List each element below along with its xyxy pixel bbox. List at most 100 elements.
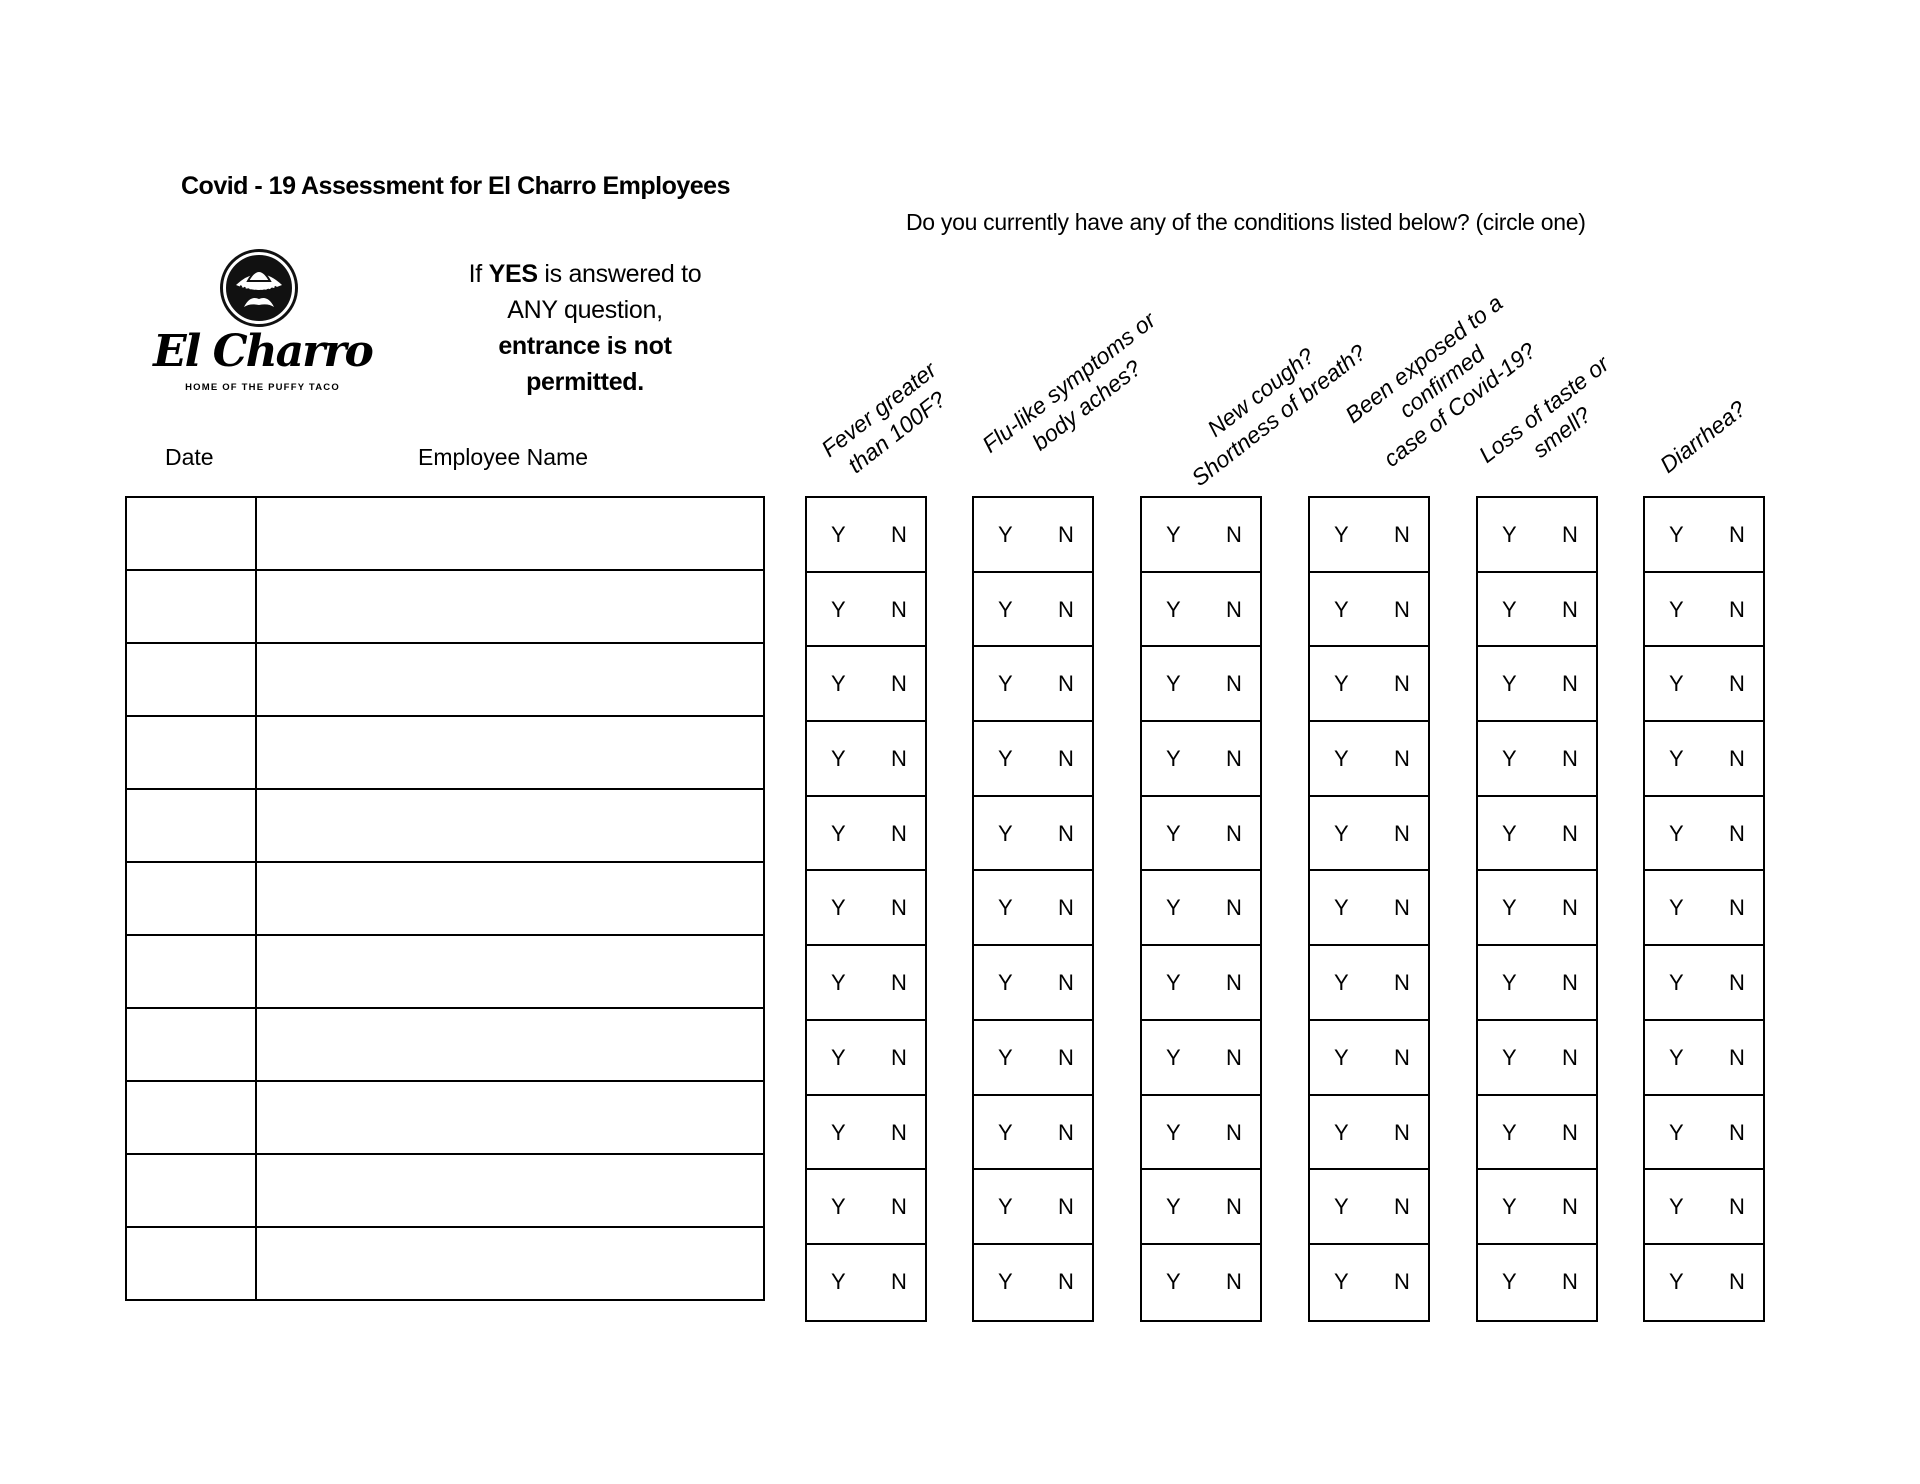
yes-option[interactable]: Y xyxy=(1502,671,1517,697)
yes-option[interactable]: Y xyxy=(998,1194,1013,1220)
employee-name-cell[interactable] xyxy=(255,642,765,717)
no-option[interactable]: N xyxy=(1394,522,1410,547)
no-option[interactable]: N xyxy=(1226,820,1242,846)
date-cell[interactable] xyxy=(125,715,257,790)
yes-option[interactable]: Y xyxy=(1669,820,1684,846)
no-option[interactable]: N xyxy=(1058,970,1074,996)
yes-option[interactable]: Y xyxy=(1334,1268,1349,1294)
yes-option[interactable]: Y xyxy=(998,970,1013,996)
yes-option[interactable]: Y xyxy=(1166,820,1181,846)
yes-option[interactable]: Y xyxy=(1334,1044,1349,1070)
yes-option[interactable]: Y xyxy=(1166,522,1181,547)
yes-option[interactable]: Y xyxy=(998,1044,1013,1070)
no-option[interactable]: N xyxy=(1562,1268,1578,1294)
yes-option[interactable]: Y xyxy=(998,1268,1013,1294)
no-option[interactable]: N xyxy=(1562,522,1578,547)
yes-option[interactable]: Y xyxy=(831,596,846,622)
no-option[interactable]: N xyxy=(1058,895,1074,921)
yes-option[interactable]: Y xyxy=(831,1119,846,1145)
employee-name-cell[interactable] xyxy=(255,569,765,644)
yes-option[interactable]: Y xyxy=(1334,671,1349,697)
no-option[interactable]: N xyxy=(1226,1194,1242,1220)
no-option[interactable]: N xyxy=(1729,895,1745,921)
yes-option[interactable]: Y xyxy=(1502,596,1517,622)
yes-option[interactable]: Y xyxy=(1502,1044,1517,1070)
yes-option[interactable]: Y xyxy=(1669,746,1684,772)
no-option[interactable]: N xyxy=(1394,746,1410,772)
yes-option[interactable]: Y xyxy=(1669,1194,1684,1220)
no-option[interactable]: N xyxy=(891,671,907,697)
no-option[interactable]: N xyxy=(1058,820,1074,846)
no-option[interactable]: N xyxy=(1226,746,1242,772)
yes-option[interactable]: Y xyxy=(1166,895,1181,921)
no-option[interactable]: N xyxy=(891,1044,907,1070)
yes-option[interactable]: Y xyxy=(1502,895,1517,921)
no-option[interactable]: N xyxy=(1729,746,1745,772)
yes-option[interactable]: Y xyxy=(1166,746,1181,772)
no-option[interactable]: N xyxy=(891,1268,907,1294)
yes-option[interactable]: Y xyxy=(1334,970,1349,996)
no-option[interactable]: N xyxy=(1729,1268,1745,1294)
yes-option[interactable]: Y xyxy=(1502,1268,1517,1294)
no-option[interactable]: N xyxy=(1394,1194,1410,1220)
no-option[interactable]: N xyxy=(1562,1044,1578,1070)
yes-option[interactable]: Y xyxy=(1502,1194,1517,1220)
no-option[interactable]: N xyxy=(1226,895,1242,921)
date-cell[interactable] xyxy=(125,1007,257,1082)
no-option[interactable]: N xyxy=(1058,1119,1074,1145)
yes-option[interactable]: Y xyxy=(998,671,1013,697)
no-option[interactable]: N xyxy=(1394,596,1410,622)
no-option[interactable]: N xyxy=(1729,522,1745,547)
no-option[interactable]: N xyxy=(1394,671,1410,697)
yes-option[interactable]: Y xyxy=(1502,522,1517,547)
no-option[interactable]: N xyxy=(1729,596,1745,622)
yes-option[interactable]: Y xyxy=(1502,820,1517,846)
date-cell[interactable] xyxy=(125,788,257,863)
employee-name-cell[interactable] xyxy=(255,1007,765,1082)
yes-option[interactable]: Y xyxy=(1669,522,1684,547)
no-option[interactable]: N xyxy=(1226,970,1242,996)
yes-option[interactable]: Y xyxy=(1334,522,1349,547)
no-option[interactable]: N xyxy=(1394,1268,1410,1294)
yes-option[interactable]: Y xyxy=(1334,820,1349,846)
no-option[interactable]: N xyxy=(1394,1044,1410,1070)
no-option[interactable]: N xyxy=(1226,1119,1242,1145)
yes-option[interactable]: Y xyxy=(831,895,846,921)
yes-option[interactable]: Y xyxy=(1166,671,1181,697)
no-option[interactable]: N xyxy=(1058,671,1074,697)
yes-option[interactable]: Y xyxy=(1166,1044,1181,1070)
yes-option[interactable]: Y xyxy=(831,1268,846,1294)
yes-option[interactable]: Y xyxy=(831,522,846,547)
yes-option[interactable]: Y xyxy=(1334,895,1349,921)
employee-name-cell[interactable] xyxy=(255,715,765,790)
no-option[interactable]: N xyxy=(1226,1268,1242,1294)
no-option[interactable]: N xyxy=(1058,1194,1074,1220)
no-option[interactable]: N xyxy=(1394,970,1410,996)
no-option[interactable]: N xyxy=(1729,820,1745,846)
date-cell[interactable] xyxy=(125,496,257,571)
yes-option[interactable]: Y xyxy=(1166,970,1181,996)
yes-option[interactable]: Y xyxy=(1334,596,1349,622)
no-option[interactable]: N xyxy=(891,746,907,772)
no-option[interactable]: N xyxy=(1562,895,1578,921)
date-cell[interactable] xyxy=(125,1080,257,1155)
yes-option[interactable]: Y xyxy=(1166,1268,1181,1294)
employee-name-cell[interactable] xyxy=(255,934,765,1009)
yes-option[interactable]: Y xyxy=(1669,1119,1684,1145)
yes-option[interactable]: Y xyxy=(1502,746,1517,772)
no-option[interactable]: N xyxy=(1562,1119,1578,1145)
no-option[interactable]: N xyxy=(1562,746,1578,772)
yes-option[interactable]: Y xyxy=(1334,1194,1349,1220)
date-cell[interactable] xyxy=(125,569,257,644)
no-option[interactable]: N xyxy=(1058,596,1074,622)
no-option[interactable]: N xyxy=(1394,1119,1410,1145)
employee-name-cell[interactable] xyxy=(255,788,765,863)
no-option[interactable]: N xyxy=(891,1194,907,1220)
yes-option[interactable]: Y xyxy=(1502,970,1517,996)
yes-option[interactable]: Y xyxy=(1166,1119,1181,1145)
employee-name-cell[interactable] xyxy=(255,1153,765,1228)
yes-option[interactable]: Y xyxy=(1334,746,1349,772)
no-option[interactable]: N xyxy=(1394,895,1410,921)
yes-option[interactable]: Y xyxy=(831,1044,846,1070)
yes-option[interactable]: Y xyxy=(1669,1044,1684,1070)
